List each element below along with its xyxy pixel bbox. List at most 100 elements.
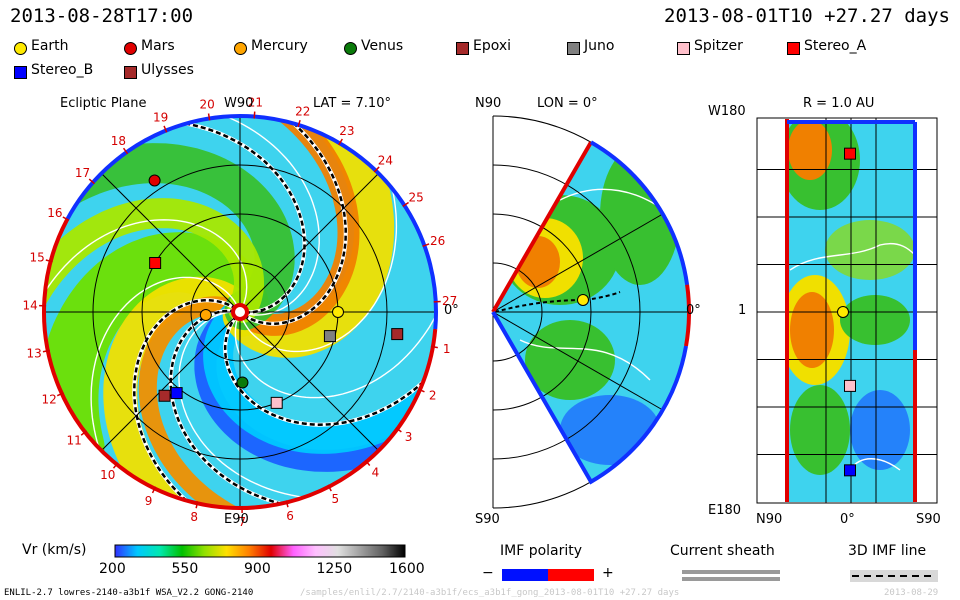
date-tick xyxy=(297,119,301,128)
colorbar-tick-label: 1250 xyxy=(316,561,353,577)
speed-region xyxy=(525,320,615,400)
current-sheath-label: Current sheath xyxy=(670,543,775,559)
body-mars xyxy=(148,174,161,187)
speed-band xyxy=(44,232,270,478)
body-spitzer xyxy=(844,379,856,392)
speed-band xyxy=(44,198,264,325)
date-label: 15 xyxy=(30,251,45,265)
meridional-0deg: 0° xyxy=(686,303,701,318)
date-label: 21 xyxy=(248,96,263,110)
ecliptic-title: Ecliptic Plane xyxy=(60,96,147,111)
legend-label: Epoxi xyxy=(473,38,512,54)
speed-region xyxy=(788,122,832,180)
body-venus xyxy=(236,376,249,389)
date-label: 5 xyxy=(331,492,339,506)
legend-stereo_a-icon xyxy=(787,42,800,55)
date-tick xyxy=(151,486,157,494)
date-tick xyxy=(285,500,289,508)
date-label: 12 xyxy=(41,392,56,406)
date-label: 17 xyxy=(75,166,90,180)
date-tick xyxy=(395,427,402,433)
speed-band xyxy=(203,300,436,454)
sphere-map xyxy=(756,117,938,504)
date-tick xyxy=(88,178,95,185)
date-tick xyxy=(112,462,119,469)
speed-region xyxy=(825,220,915,280)
meridional-n90: N90 xyxy=(475,96,502,111)
sphere-title: R = 1.0 AU xyxy=(803,96,875,111)
date-tick xyxy=(364,459,371,467)
body-mercury xyxy=(199,308,212,321)
body-epoxi xyxy=(391,328,404,341)
speed-region xyxy=(790,385,850,475)
date-label: 24 xyxy=(378,153,393,167)
colorbar-tick-label: 900 xyxy=(244,561,271,577)
footer-model: ENLIL-2.7 lowres-2140-a3b1f WSA_V2.2 GON… xyxy=(4,588,254,598)
ecliptic-e90: E90 xyxy=(224,512,249,527)
legend-label: Stereo_A xyxy=(804,38,867,54)
contour-line xyxy=(240,149,398,353)
date-tick xyxy=(80,430,88,436)
legend-label: Ulysses xyxy=(141,62,194,78)
meridional-s90: S90 xyxy=(475,512,500,527)
colorbar xyxy=(114,544,406,558)
speed-region xyxy=(600,145,680,285)
legend-earth-icon xyxy=(14,42,27,55)
legend-juno-icon xyxy=(567,42,580,55)
sheath-line xyxy=(243,116,347,326)
date-label: 1 xyxy=(443,342,451,356)
date-tick xyxy=(327,484,332,492)
body-stereo_b xyxy=(170,387,183,400)
sheath-line xyxy=(223,314,436,426)
date-label: 8 xyxy=(190,510,198,524)
date-tick xyxy=(163,125,168,133)
date-tick xyxy=(122,147,129,155)
legend-label: Spitzer xyxy=(694,38,743,54)
date-label: 3 xyxy=(405,430,413,444)
legend-mercury-icon xyxy=(234,42,247,55)
date-tick xyxy=(430,345,438,349)
speed-band xyxy=(46,143,295,331)
date-tick xyxy=(45,259,53,263)
sheath-line xyxy=(133,298,237,508)
date-tick xyxy=(373,166,380,173)
contour-line xyxy=(187,116,320,316)
legend-stereo_b-icon xyxy=(14,66,27,79)
contour-line xyxy=(519,339,651,381)
date-tick xyxy=(62,216,70,221)
date-label: 18 xyxy=(111,134,126,148)
contour-line xyxy=(178,311,345,500)
ecliptic-0deg: 0° xyxy=(444,303,459,318)
date-tick xyxy=(417,388,425,393)
current-sheath-line-2 xyxy=(682,577,780,581)
imf-minus: − xyxy=(482,565,494,581)
legend-epoxi-icon xyxy=(456,42,469,55)
date-tick xyxy=(42,349,50,353)
date-label: 7 xyxy=(238,515,246,529)
date-tick xyxy=(402,201,409,207)
date-tick xyxy=(338,138,343,146)
contour-line xyxy=(90,276,239,486)
imf-negative-bar xyxy=(502,569,548,581)
meridional-plane xyxy=(491,115,691,509)
imf-line xyxy=(494,291,621,313)
sphere-e180: E180 xyxy=(708,503,742,518)
date-label: 11 xyxy=(66,434,81,448)
legend-label: Stereo_B xyxy=(31,62,94,78)
date-label: 22 xyxy=(295,105,310,119)
legend-label: Earth xyxy=(31,38,69,54)
left-timestamp: 2013-08-28T17:00 xyxy=(10,5,194,27)
speed-band xyxy=(103,276,254,508)
imf-polarity-label: IMF polarity xyxy=(500,543,583,559)
speed-band xyxy=(138,296,265,508)
date-label: 16 xyxy=(47,206,62,220)
legend-spitzer-icon xyxy=(677,42,690,55)
colorbar-label: Vr (km/s) xyxy=(22,542,87,558)
body-ulysses xyxy=(158,389,171,402)
legend-label: Mars xyxy=(141,38,175,54)
date-tick xyxy=(253,111,256,119)
body-earth xyxy=(837,306,849,318)
body-earth xyxy=(332,306,344,318)
body-stereo_a xyxy=(844,147,856,160)
